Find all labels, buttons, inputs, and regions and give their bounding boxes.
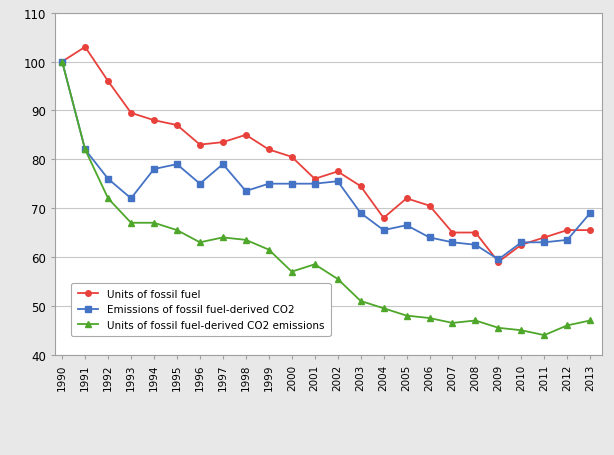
- Units of fossil fuel-derived CO2 emissions: [518, 328, 525, 333]
- Units of fossil fuel: [380, 216, 387, 221]
- Units of fossil fuel: [541, 235, 548, 241]
- Units of fossil fuel: [242, 133, 249, 138]
- Line: Emissions of fossil fuel-derived CO2: Emissions of fossil fuel-derived CO2: [60, 60, 593, 263]
- Units of fossil fuel-derived CO2 emissions: [564, 323, 571, 329]
- Units of fossil fuel-derived CO2 emissions: [265, 248, 273, 253]
- Units of fossil fuel: [403, 196, 410, 202]
- Units of fossil fuel: [564, 228, 571, 233]
- Emissions of fossil fuel-derived CO2: [288, 182, 295, 187]
- Emissions of fossil fuel-derived CO2: [357, 211, 364, 216]
- Units of fossil fuel-derived CO2 emissions: [495, 325, 502, 331]
- Units of fossil fuel: [82, 45, 89, 51]
- Units of fossil fuel: [586, 228, 594, 233]
- Units of fossil fuel: [104, 79, 112, 85]
- Units of fossil fuel-derived CO2 emissions: [150, 221, 158, 226]
- Emissions of fossil fuel-derived CO2: [334, 179, 341, 185]
- Units of fossil fuel: [196, 142, 204, 148]
- Line: Units of fossil fuel: Units of fossil fuel: [60, 45, 593, 265]
- Units of fossil fuel-derived CO2 emissions: [380, 306, 387, 311]
- Emissions of fossil fuel-derived CO2: [403, 223, 410, 228]
- Units of fossil fuel: [495, 259, 502, 265]
- Emissions of fossil fuel-derived CO2: [265, 182, 273, 187]
- Emissions of fossil fuel-derived CO2: [82, 147, 89, 153]
- Emissions of fossil fuel-derived CO2: [219, 162, 227, 167]
- Units of fossil fuel-derived CO2 emissions: [82, 147, 89, 153]
- Emissions of fossil fuel-derived CO2: [242, 189, 249, 194]
- Emissions of fossil fuel-derived CO2: [150, 167, 158, 172]
- Units of fossil fuel: [288, 155, 295, 160]
- Units of fossil fuel: [150, 118, 158, 124]
- Emissions of fossil fuel-derived CO2: [127, 196, 134, 202]
- Emissions of fossil fuel-derived CO2: [58, 60, 66, 65]
- Units of fossil fuel: [58, 60, 66, 65]
- Units of fossil fuel-derived CO2 emissions: [472, 318, 479, 324]
- Units of fossil fuel: [265, 147, 273, 153]
- Units of fossil fuel: [311, 177, 319, 182]
- Units of fossil fuel-derived CO2 emissions: [242, 238, 249, 243]
- Emissions of fossil fuel-derived CO2: [449, 240, 456, 246]
- Units of fossil fuel-derived CO2 emissions: [311, 262, 319, 268]
- Emissions of fossil fuel-derived CO2: [311, 182, 319, 187]
- Emissions of fossil fuel-derived CO2: [196, 182, 204, 187]
- Emissions of fossil fuel-derived CO2: [564, 238, 571, 243]
- Units of fossil fuel-derived CO2 emissions: [586, 318, 594, 324]
- Units of fossil fuel-derived CO2 emissions: [334, 277, 341, 282]
- Emissions of fossil fuel-derived CO2: [426, 235, 433, 241]
- Units of fossil fuel: [426, 203, 433, 209]
- Units of fossil fuel-derived CO2 emissions: [449, 320, 456, 326]
- Units of fossil fuel: [357, 184, 364, 189]
- Units of fossil fuel-derived CO2 emissions: [288, 269, 295, 275]
- Emissions of fossil fuel-derived CO2: [472, 243, 479, 248]
- Units of fossil fuel: [472, 230, 479, 236]
- Emissions of fossil fuel-derived CO2: [541, 240, 548, 246]
- Units of fossil fuel-derived CO2 emissions: [58, 60, 66, 65]
- Emissions of fossil fuel-derived CO2: [518, 240, 525, 246]
- Units of fossil fuel: [334, 169, 341, 175]
- Units of fossil fuel-derived CO2 emissions: [426, 316, 433, 321]
- Units of fossil fuel-derived CO2 emissions: [127, 221, 134, 226]
- Units of fossil fuel-derived CO2 emissions: [357, 298, 364, 304]
- Emissions of fossil fuel-derived CO2: [495, 257, 502, 263]
- Legend: Units of fossil fuel, Emissions of fossil fuel-derived CO2, Units of fossil fuel: Units of fossil fuel, Emissions of fossi…: [71, 283, 330, 336]
- Units of fossil fuel: [449, 230, 456, 236]
- Units of fossil fuel-derived CO2 emissions: [403, 313, 410, 318]
- Units of fossil fuel-derived CO2 emissions: [196, 240, 204, 246]
- Emissions of fossil fuel-derived CO2: [173, 162, 181, 167]
- Units of fossil fuel-derived CO2 emissions: [219, 235, 227, 241]
- Units of fossil fuel: [219, 140, 227, 146]
- Units of fossil fuel: [173, 123, 181, 128]
- Emissions of fossil fuel-derived CO2: [104, 177, 112, 182]
- Units of fossil fuel-derived CO2 emissions: [173, 228, 181, 233]
- Units of fossil fuel-derived CO2 emissions: [104, 196, 112, 202]
- Units of fossil fuel: [127, 111, 134, 116]
- Emissions of fossil fuel-derived CO2: [380, 228, 387, 233]
- Units of fossil fuel: [518, 243, 525, 248]
- Units of fossil fuel-derived CO2 emissions: [541, 333, 548, 338]
- Line: Units of fossil fuel-derived CO2 emissions: Units of fossil fuel-derived CO2 emissio…: [59, 59, 593, 339]
- Emissions of fossil fuel-derived CO2: [586, 211, 594, 216]
